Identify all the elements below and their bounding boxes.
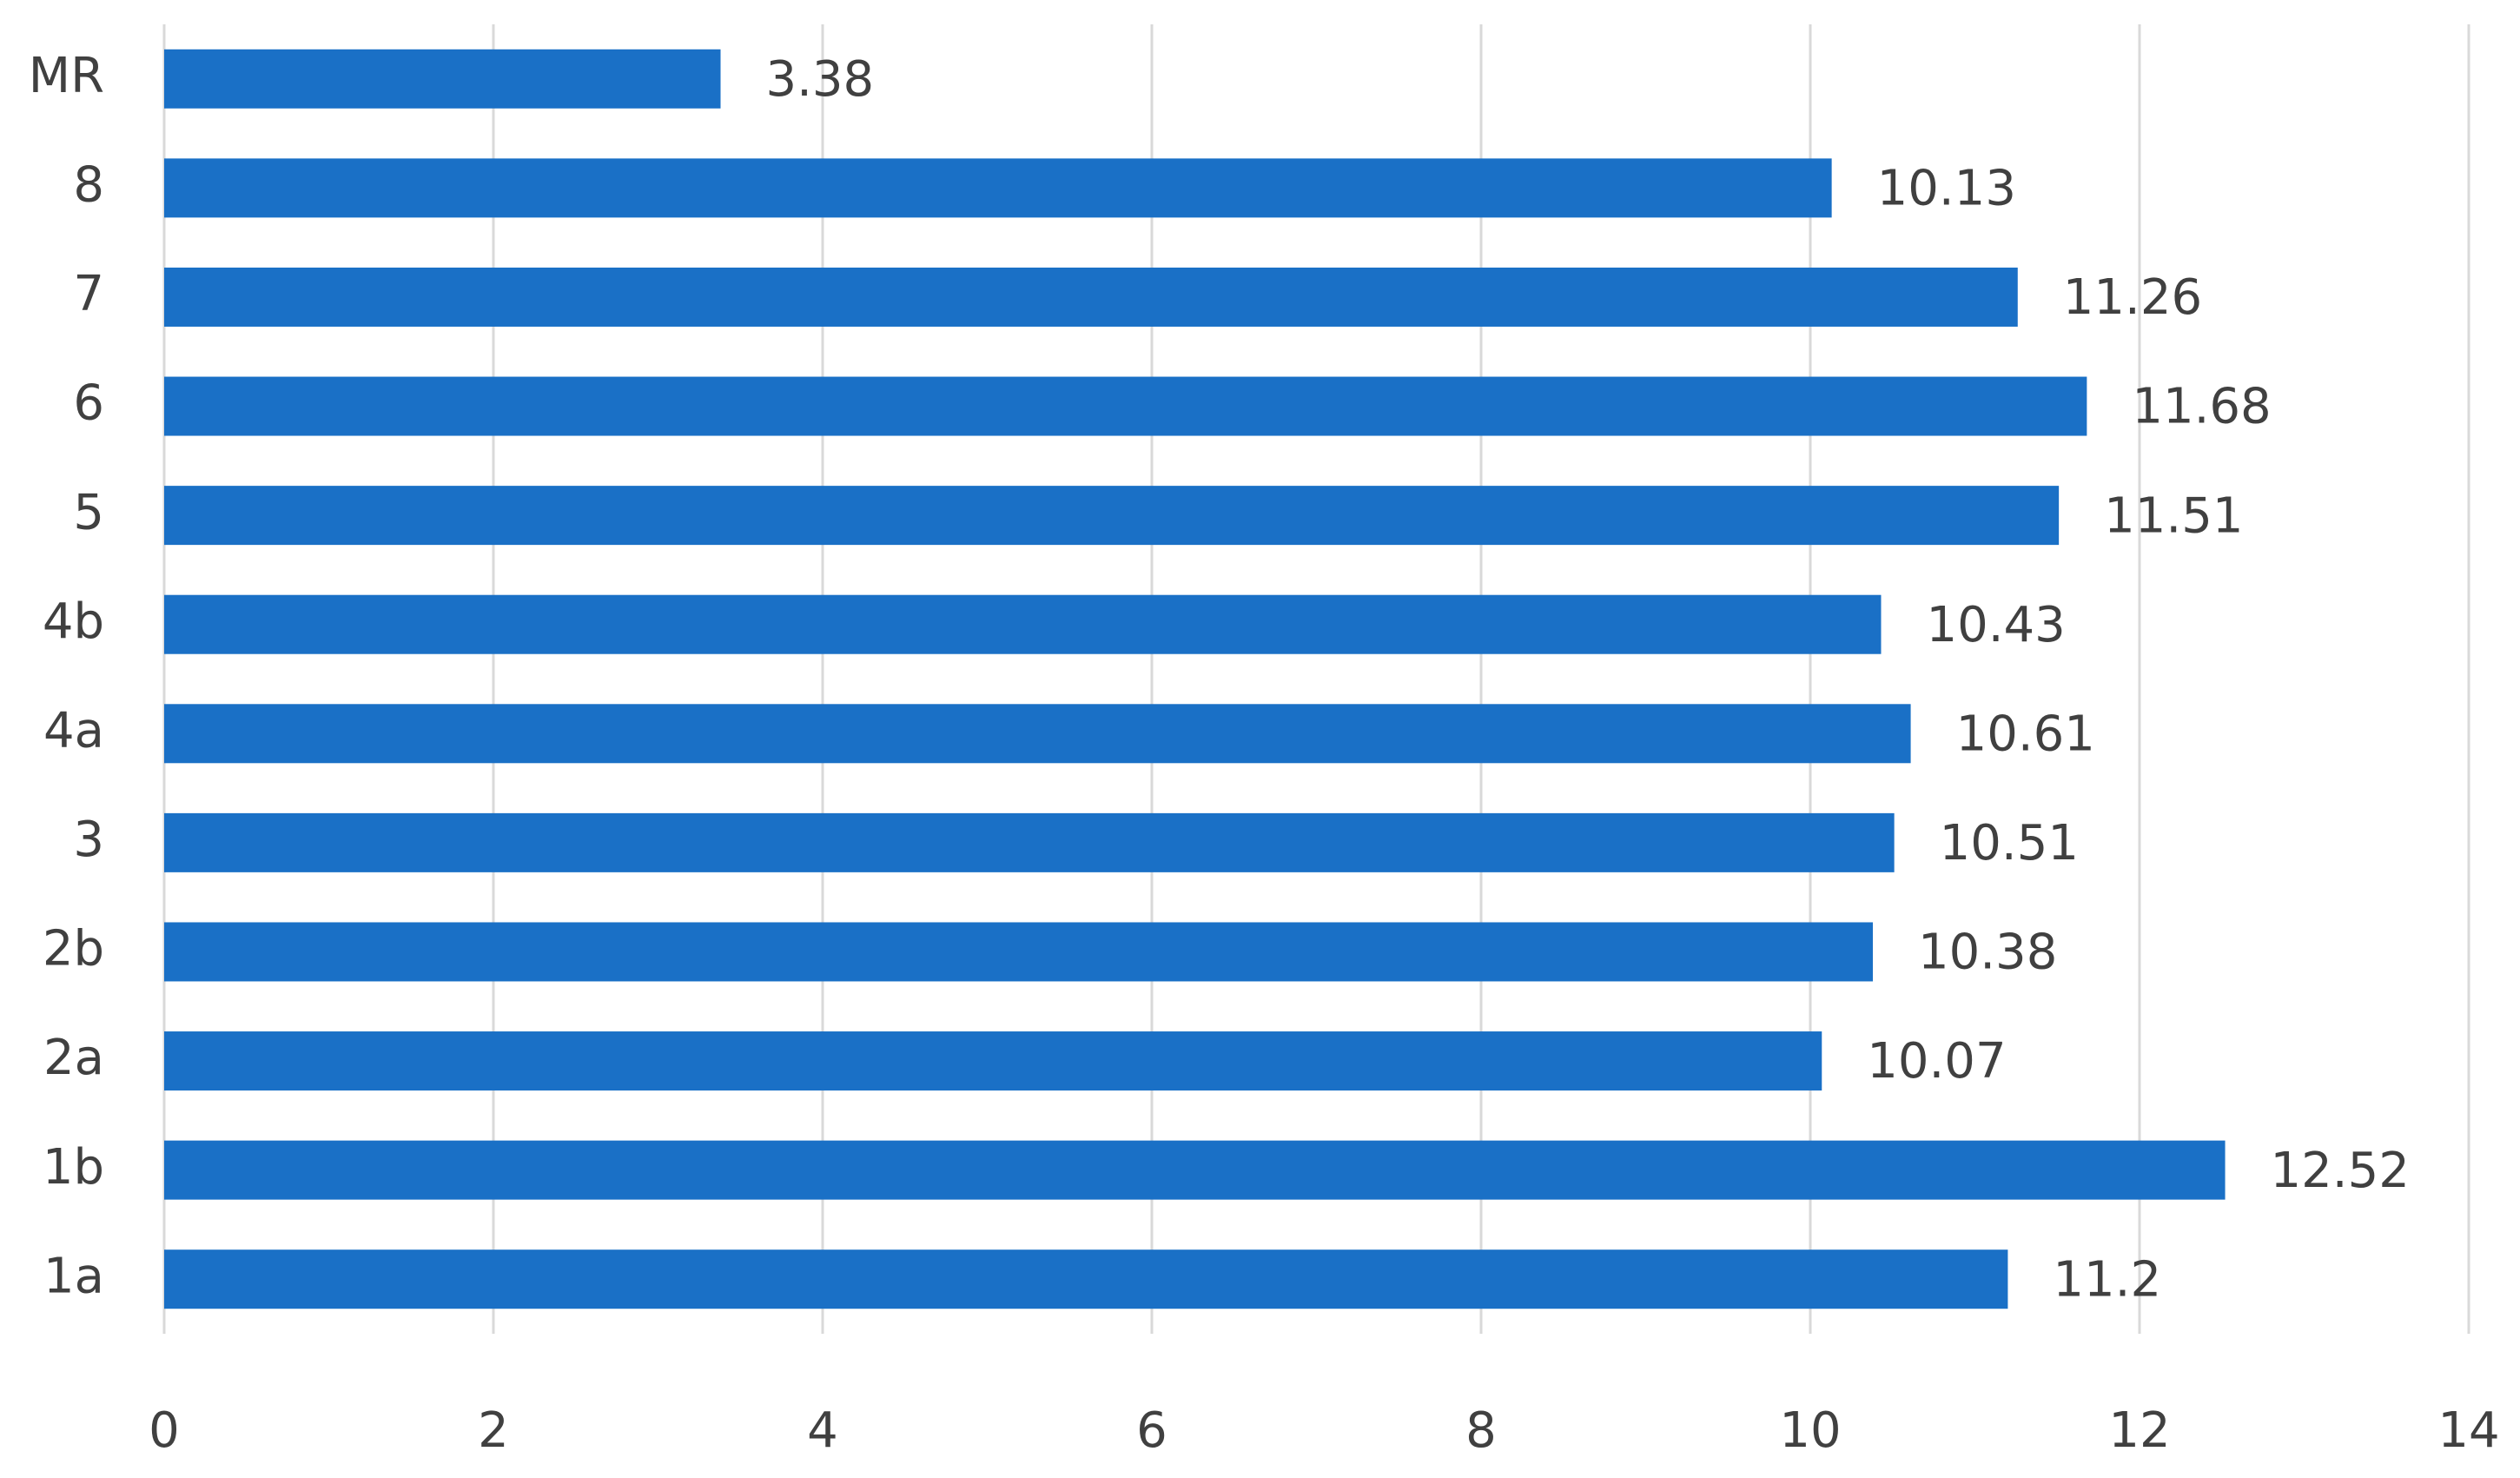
data-label: 12.52 (2271, 1143, 2410, 1199)
bar (164, 376, 2087, 436)
bar (164, 812, 1895, 872)
data-label: 10.13 (1877, 161, 2016, 217)
data-label: 11.51 (2104, 487, 2243, 544)
bar (164, 1031, 1822, 1091)
x-tick-label: 0 (149, 1402, 180, 1459)
bar (164, 267, 2018, 327)
bar (164, 1140, 2226, 1200)
data-label: 10.43 (1926, 597, 2065, 653)
bar (164, 158, 1832, 218)
bar (164, 594, 1882, 654)
data-label: 11.2 (2053, 1251, 2161, 1308)
x-tick-label: 2 (478, 1402, 509, 1459)
bar (164, 704, 1911, 764)
x-tick-label: 8 (1465, 1402, 1497, 1459)
bar (164, 922, 1874, 982)
y-tick-label: 7 (73, 266, 104, 322)
y-tick-label: 1a (43, 1248, 104, 1304)
y-tick-label: 2b (43, 921, 104, 978)
bar (164, 486, 2060, 546)
x-tick-label: 10 (1779, 1402, 1841, 1459)
y-tick-label: 4a (43, 702, 104, 759)
data-label: 11.26 (2063, 269, 2202, 326)
y-tick-label: 8 (73, 157, 104, 214)
data-label: 3.38 (766, 51, 875, 108)
y-tick-label: 3 (73, 812, 104, 868)
x-tick-label: 6 (1136, 1402, 1167, 1459)
y-tick-label: MR (29, 48, 104, 104)
x-tick-label: 4 (807, 1402, 838, 1459)
data-label: 10.38 (1918, 925, 2057, 981)
y-tick-label: 6 (73, 375, 104, 432)
y-tick-label: 2a (43, 1030, 104, 1086)
x-tick-label: 14 (2437, 1402, 2499, 1459)
y-tick-label: 1b (43, 1139, 104, 1196)
data-label: 10.07 (1867, 1033, 2006, 1090)
data-label: 11.68 (2132, 379, 2271, 435)
data-label: 10.61 (1956, 706, 2095, 762)
y-tick-label: 5 (73, 484, 104, 540)
bar (164, 49, 721, 109)
data-label: 10.51 (1940, 815, 2079, 872)
y-tick-label: 4b (43, 593, 104, 650)
bar (164, 1249, 2008, 1309)
x-tick-label: 12 (2108, 1402, 2170, 1459)
